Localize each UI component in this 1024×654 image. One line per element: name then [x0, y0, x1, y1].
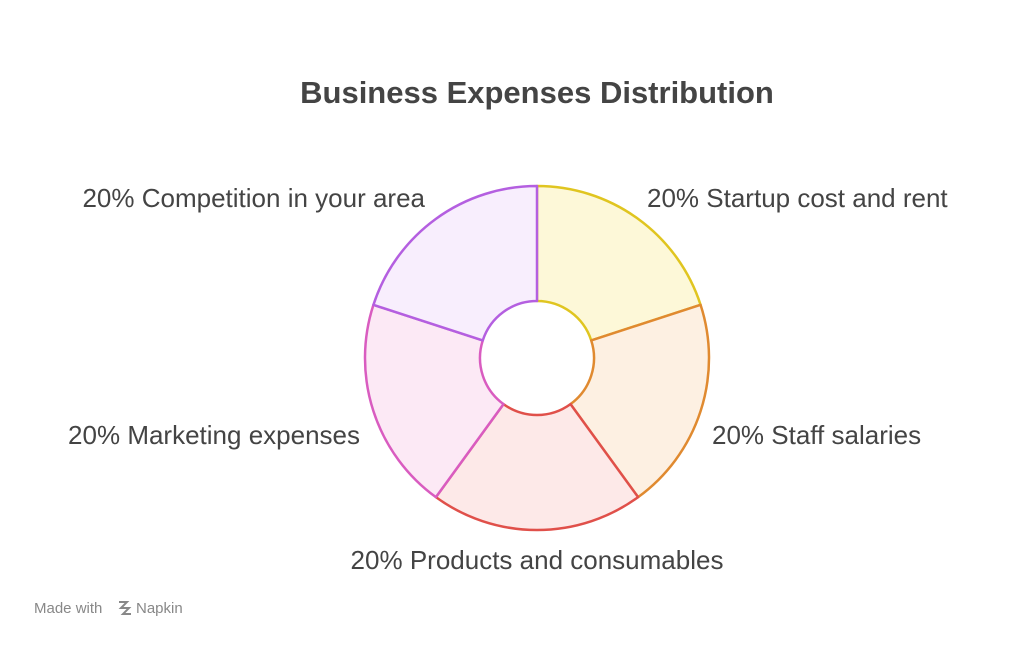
- segment-label: 20% Products and consumables: [351, 545, 724, 575]
- footer-brand: Napkin: [136, 600, 183, 617]
- napkin-logo: [118, 601, 132, 615]
- segment-label: 20% Startup cost and rent: [647, 183, 948, 213]
- value-label: 20%: [82, 183, 134, 213]
- category-label: Marketing expenses: [127, 420, 360, 450]
- category-label: Products and consumables: [410, 545, 724, 575]
- value-label: 20%: [712, 420, 764, 450]
- category-label: Staff salaries: [771, 420, 921, 450]
- segment-label: 20% Marketing expenses: [68, 420, 360, 450]
- segment-label: 20% Competition in your area: [82, 183, 425, 213]
- category-label: Competition in your area: [142, 183, 426, 213]
- segment-label: 20% Staff salaries: [712, 420, 921, 450]
- donut-segment: [535, 184, 702, 342]
- donut-segment: [363, 303, 505, 499]
- footer-prefix: Made with: [34, 600, 102, 617]
- category-label: Startup cost and rent: [706, 183, 948, 213]
- donut-segment: [372, 184, 539, 342]
- chart-title: Business Expenses Distribution: [300, 75, 774, 110]
- donut-segment: [434, 402, 640, 532]
- donut-segment: [569, 303, 711, 499]
- value-label: 20%: [68, 420, 120, 450]
- value-label: 20%: [351, 545, 403, 575]
- value-label: 20%: [647, 183, 699, 213]
